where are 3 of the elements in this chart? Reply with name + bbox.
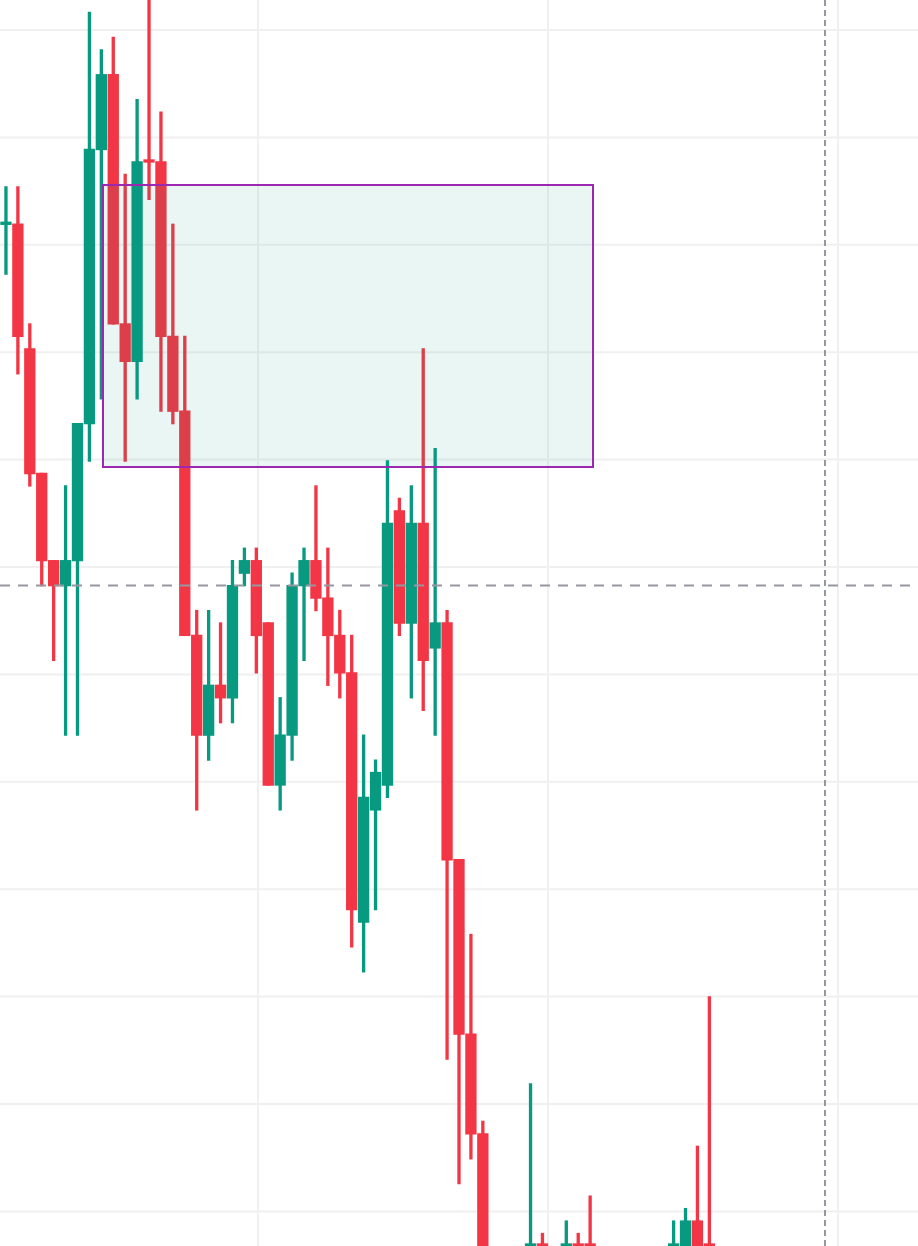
candlestick — [429, 447, 441, 736]
candlestick — [0, 186, 12, 275]
candlestick — [298, 547, 310, 662]
